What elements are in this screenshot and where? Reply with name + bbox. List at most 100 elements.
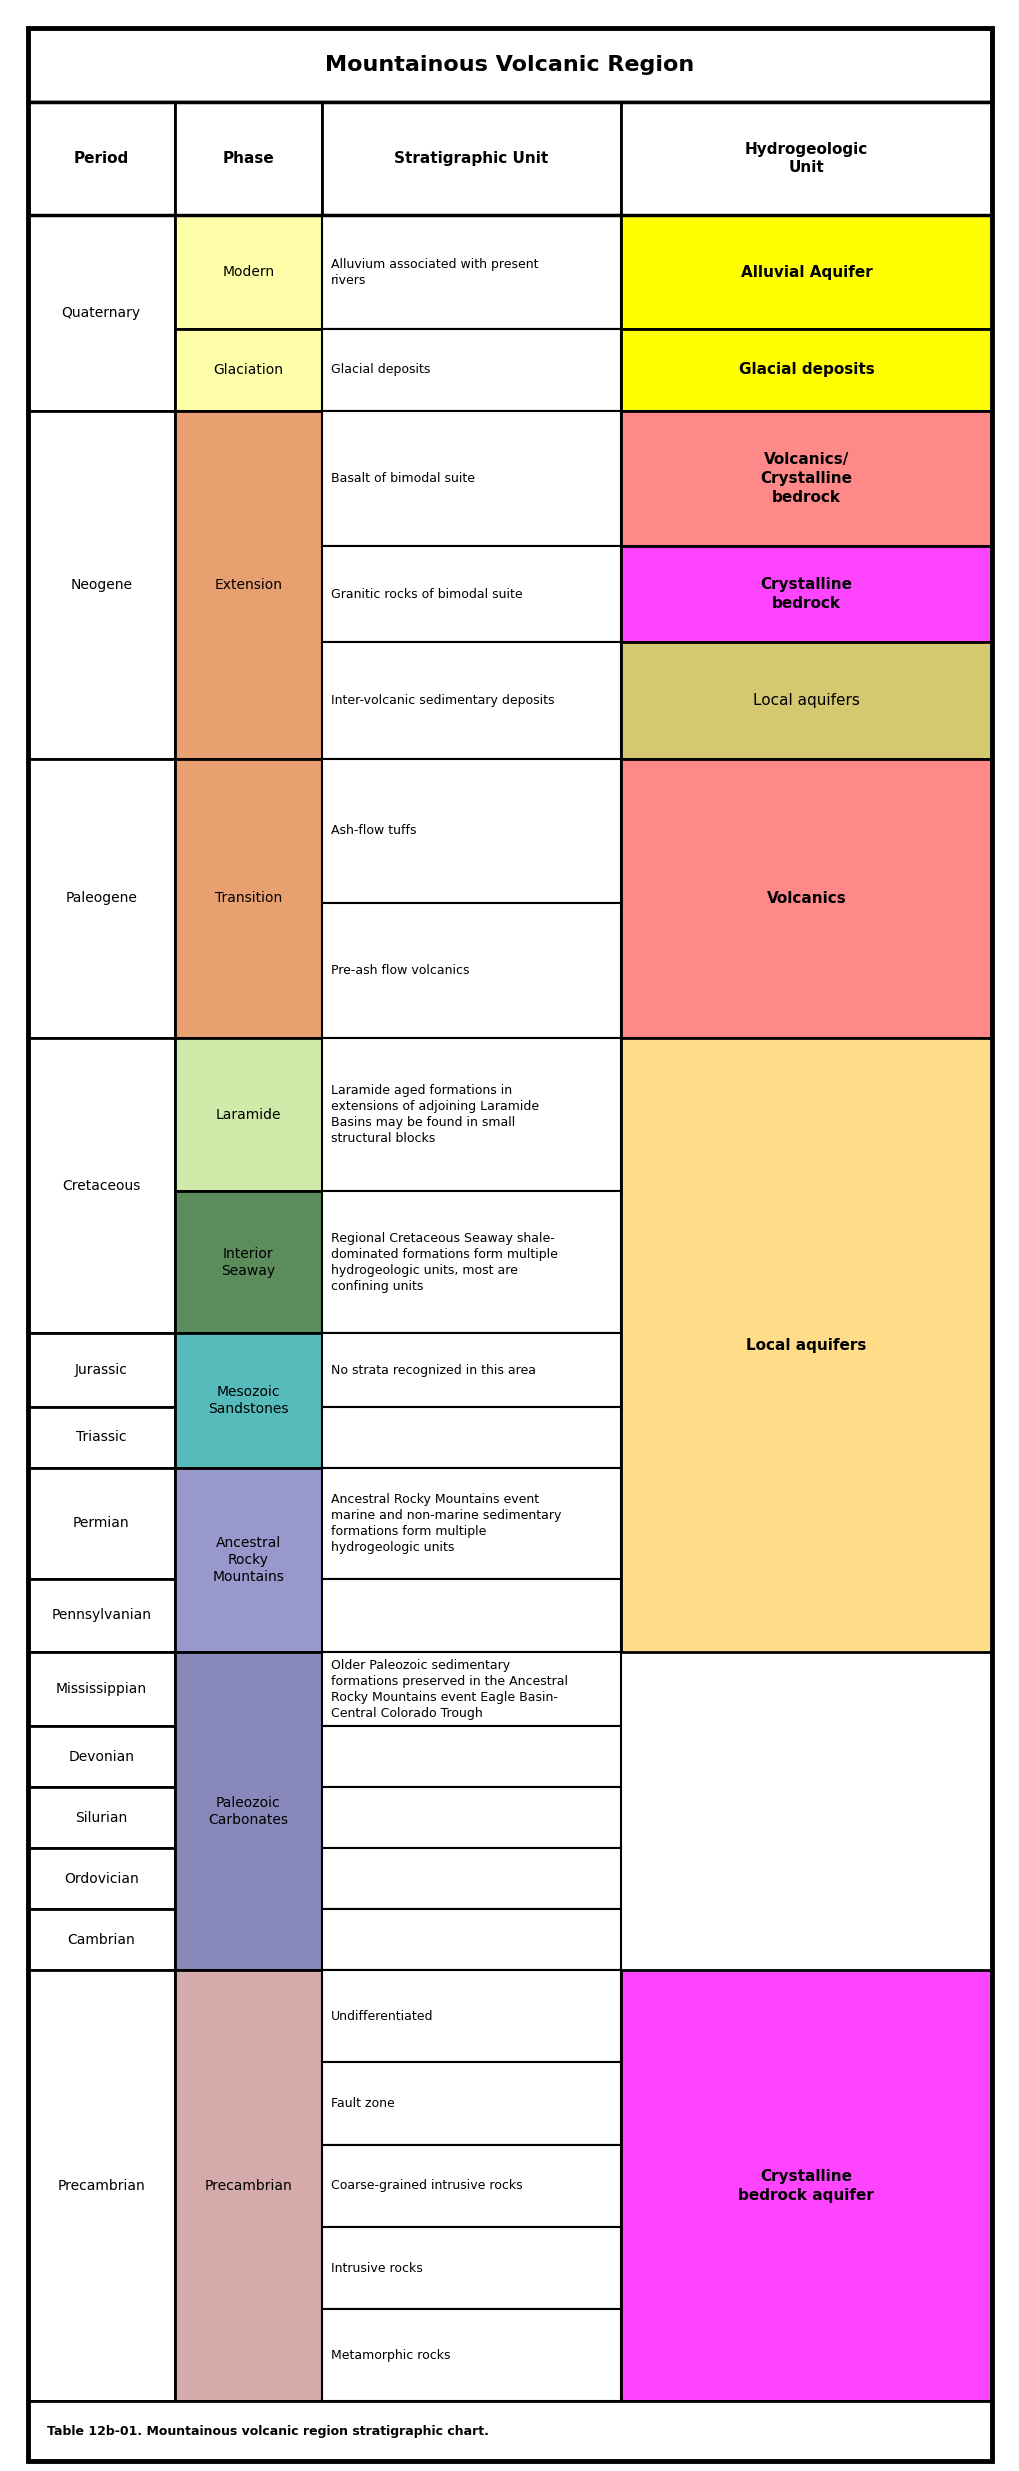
Bar bbox=[28, 1727, 174, 1787]
Text: Mountainous Volcanic Region: Mountainous Volcanic Region bbox=[325, 54, 694, 74]
Bar bbox=[322, 1579, 621, 1653]
Bar bbox=[322, 215, 621, 329]
Bar bbox=[28, 1038, 174, 1334]
Text: Basalt of bimodal suite: Basalt of bimodal suite bbox=[330, 472, 475, 484]
Text: Crystalline
bedrock: Crystalline bedrock bbox=[760, 578, 852, 610]
Bar bbox=[174, 215, 322, 329]
Text: Regional Cretaceous Seaway shale-
dominated formations form multiple
hydrogeolog: Regional Cretaceous Seaway shale- domina… bbox=[330, 1231, 557, 1292]
Text: Volcanics/
Crystalline
bedrock: Volcanics/ Crystalline bedrock bbox=[760, 452, 852, 504]
Text: Metamorphic rocks: Metamorphic rocks bbox=[330, 2350, 450, 2362]
Text: Alluvial Aquifer: Alluvial Aquifer bbox=[740, 264, 871, 279]
Bar bbox=[621, 1038, 991, 1653]
Text: Glaciation: Glaciation bbox=[213, 363, 283, 378]
Bar bbox=[174, 1653, 322, 1969]
Text: Table 12b-01. Mountainous volcanic region stratigraphic chart.: Table 12b-01. Mountainous volcanic regio… bbox=[47, 2424, 489, 2439]
Text: Paleogene: Paleogene bbox=[65, 892, 138, 904]
Text: Granitic rocks of bimodal suite: Granitic rocks of bimodal suite bbox=[330, 588, 522, 600]
Text: No strata recognized in this area: No strata recognized in this area bbox=[330, 1364, 535, 1376]
Text: Ancestral Rocky Mountains event
marine and non-marine sedimentary
formations for: Ancestral Rocky Mountains event marine a… bbox=[330, 1492, 560, 1554]
Bar bbox=[322, 1653, 621, 1727]
Text: Silurian: Silurian bbox=[75, 1811, 127, 1824]
Bar bbox=[322, 904, 621, 1038]
Text: Quaternary: Quaternary bbox=[61, 306, 141, 321]
Bar bbox=[174, 759, 322, 1038]
Text: Permian: Permian bbox=[73, 1517, 129, 1530]
Text: Fault zone: Fault zone bbox=[330, 2098, 394, 2110]
Bar bbox=[322, 1787, 621, 1848]
Bar bbox=[28, 1848, 174, 1910]
Bar bbox=[322, 546, 621, 642]
Text: Hydrogeologic
Unit: Hydrogeologic Unit bbox=[744, 141, 867, 175]
Text: Alluvium associated with present
rivers: Alluvium associated with present rivers bbox=[330, 257, 538, 287]
Bar bbox=[621, 759, 991, 1038]
Text: Inter-volcanic sedimentary deposits: Inter-volcanic sedimentary deposits bbox=[330, 694, 554, 707]
Text: Paleozoic
Carbonates: Paleozoic Carbonates bbox=[208, 1796, 288, 1826]
Text: Ordovician: Ordovician bbox=[64, 1871, 139, 1885]
Bar bbox=[174, 329, 322, 410]
Bar bbox=[28, 1406, 174, 1468]
Bar bbox=[322, 101, 621, 215]
Text: Interior
Seaway: Interior Seaway bbox=[221, 1245, 275, 1278]
Text: Undifferentiated: Undifferentiated bbox=[330, 2009, 433, 2024]
Bar bbox=[28, 1969, 174, 2402]
Text: Extension: Extension bbox=[214, 578, 282, 593]
Bar bbox=[174, 1468, 322, 1653]
Text: Phase: Phase bbox=[222, 151, 274, 166]
Text: Local aquifers: Local aquifers bbox=[752, 692, 859, 709]
Text: Coarse-grained intrusive rocks: Coarse-grained intrusive rocks bbox=[330, 2179, 522, 2192]
Bar bbox=[322, 410, 621, 546]
Text: Crystalline
bedrock aquifer: Crystalline bedrock aquifer bbox=[738, 2170, 873, 2202]
Text: Intrusive rocks: Intrusive rocks bbox=[330, 2261, 422, 2276]
Bar bbox=[322, 2145, 621, 2226]
Bar bbox=[174, 1969, 322, 2402]
Bar bbox=[621, 329, 991, 410]
Bar bbox=[174, 1038, 322, 1191]
Bar bbox=[28, 410, 174, 759]
Bar bbox=[621, 101, 991, 215]
Bar bbox=[28, 1787, 174, 1848]
Bar bbox=[28, 1910, 174, 1969]
Bar bbox=[322, 1038, 621, 1191]
Text: Cambrian: Cambrian bbox=[67, 1932, 135, 1947]
Bar bbox=[28, 215, 174, 410]
Bar bbox=[322, 2310, 621, 2402]
Text: Ash-flow tuffs: Ash-flow tuffs bbox=[330, 825, 416, 838]
Text: Glacial deposits: Glacial deposits bbox=[738, 363, 873, 378]
Bar bbox=[322, 1406, 621, 1468]
Bar bbox=[174, 1191, 322, 1334]
Text: Laramide aged formations in
extensions of adjoining Laramide
Basins may be found: Laramide aged formations in extensions o… bbox=[330, 1085, 539, 1144]
Bar bbox=[322, 1910, 621, 1969]
Text: Transition: Transition bbox=[214, 892, 281, 904]
Text: Modern: Modern bbox=[222, 264, 274, 279]
Bar bbox=[174, 1334, 322, 1468]
Bar bbox=[322, 759, 621, 904]
Text: Precambrian: Precambrian bbox=[204, 2179, 291, 2192]
Bar bbox=[621, 1969, 991, 2402]
Text: Mesozoic
Sandstones: Mesozoic Sandstones bbox=[208, 1384, 288, 1416]
Bar bbox=[28, 1334, 174, 1406]
Text: Local aquifers: Local aquifers bbox=[746, 1337, 866, 1352]
Bar bbox=[28, 1468, 174, 1579]
Text: Mississippian: Mississippian bbox=[56, 1683, 147, 1695]
Bar bbox=[322, 1727, 621, 1787]
Bar bbox=[28, 27, 991, 101]
Text: Older Paleozoic sedimentary
formations preserved in the Ancestral
Rocky Mountain: Older Paleozoic sedimentary formations p… bbox=[330, 1658, 568, 1720]
Text: Pre-ash flow volcanics: Pre-ash flow volcanics bbox=[330, 964, 469, 976]
Text: Devonian: Devonian bbox=[68, 1749, 135, 1764]
Bar bbox=[28, 1579, 174, 1653]
Bar bbox=[322, 1468, 621, 1579]
Bar bbox=[322, 1334, 621, 1406]
Bar bbox=[621, 642, 991, 759]
Text: Pennsylvanian: Pennsylvanian bbox=[51, 1609, 151, 1623]
Bar bbox=[28, 759, 174, 1038]
Text: Cretaceous: Cretaceous bbox=[62, 1179, 141, 1193]
Text: Triassic: Triassic bbox=[76, 1431, 126, 1446]
Text: Stratigraphic Unit: Stratigraphic Unit bbox=[394, 151, 548, 166]
Bar bbox=[322, 1848, 621, 1910]
Bar bbox=[28, 101, 174, 215]
Bar bbox=[621, 410, 991, 546]
Bar bbox=[28, 1653, 174, 1727]
Bar bbox=[174, 410, 322, 759]
Text: Laramide: Laramide bbox=[215, 1107, 281, 1122]
Text: Volcanics: Volcanics bbox=[766, 892, 846, 907]
